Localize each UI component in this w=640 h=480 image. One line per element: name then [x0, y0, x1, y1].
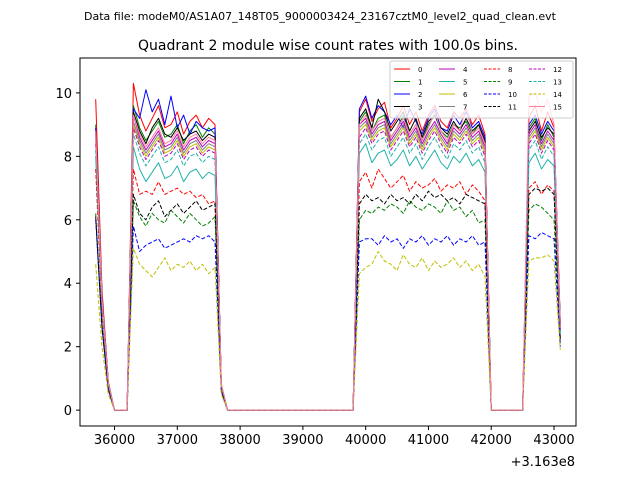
chart-title: Quadrant 2 module wise count rates with …: [138, 38, 518, 54]
figure-suptitle: Data file: modeM0/AS1A07_148T05_90000034…: [84, 10, 557, 23]
x-tick-label: 38000: [219, 433, 260, 448]
legend-label-15: 15: [553, 104, 562, 112]
legend-label-0: 0: [418, 66, 422, 74]
legend-label-14: 14: [553, 91, 562, 99]
legend-label-6: 6: [463, 91, 468, 99]
y-tick-label: 8: [64, 150, 72, 165]
legend-label-5: 5: [463, 79, 467, 87]
x-tick-label: 43000: [533, 433, 574, 448]
axes-frame: [79, 57, 577, 427]
legend-label-4: 4: [463, 66, 468, 74]
series-line-9: [95, 200, 561, 411]
legend-label-3: 3: [418, 104, 422, 112]
x-tick-label: 41000: [408, 433, 449, 448]
legend-label-8: 8: [508, 66, 512, 74]
y-tick-label: 4: [64, 277, 72, 292]
legend-label-12: 12: [553, 66, 562, 74]
series-line-15: [95, 92, 561, 411]
plot-area: [79, 57, 577, 427]
x-tick-label: 42000: [471, 433, 512, 448]
y-tick-label: 2: [64, 341, 72, 356]
legend-label-1: 1: [418, 79, 422, 87]
x-tick-label: 40000: [345, 433, 386, 448]
legend-label-7: 7: [463, 104, 467, 112]
legend-label-9: 9: [508, 79, 512, 87]
y-tick-label: 0: [64, 404, 72, 419]
y-tick-label: 6: [64, 214, 72, 229]
x-tick-label: 36000: [94, 433, 135, 448]
y-tick-label: 10: [55, 87, 72, 102]
x-tick-label: 37000: [157, 433, 198, 448]
series-group: [95, 82, 561, 411]
x-axis: 36000 37000 38000 39000 40000 41000 42000 43000: [94, 426, 575, 448]
legend-label-2: 2: [418, 91, 422, 99]
x-tick-label: 39000: [282, 433, 323, 448]
legend-label-10: 10: [508, 91, 517, 99]
x-offset-label: +3.163e8: [511, 455, 575, 470]
legend-label-11: 11: [508, 104, 517, 112]
legend-label-13: 13: [553, 79, 562, 87]
series-line-10: [95, 219, 561, 411]
series-line-0: [95, 82, 561, 411]
y-axis: 0 2 4 6 8 10: [55, 87, 80, 419]
legend-box: [389, 60, 574, 119]
